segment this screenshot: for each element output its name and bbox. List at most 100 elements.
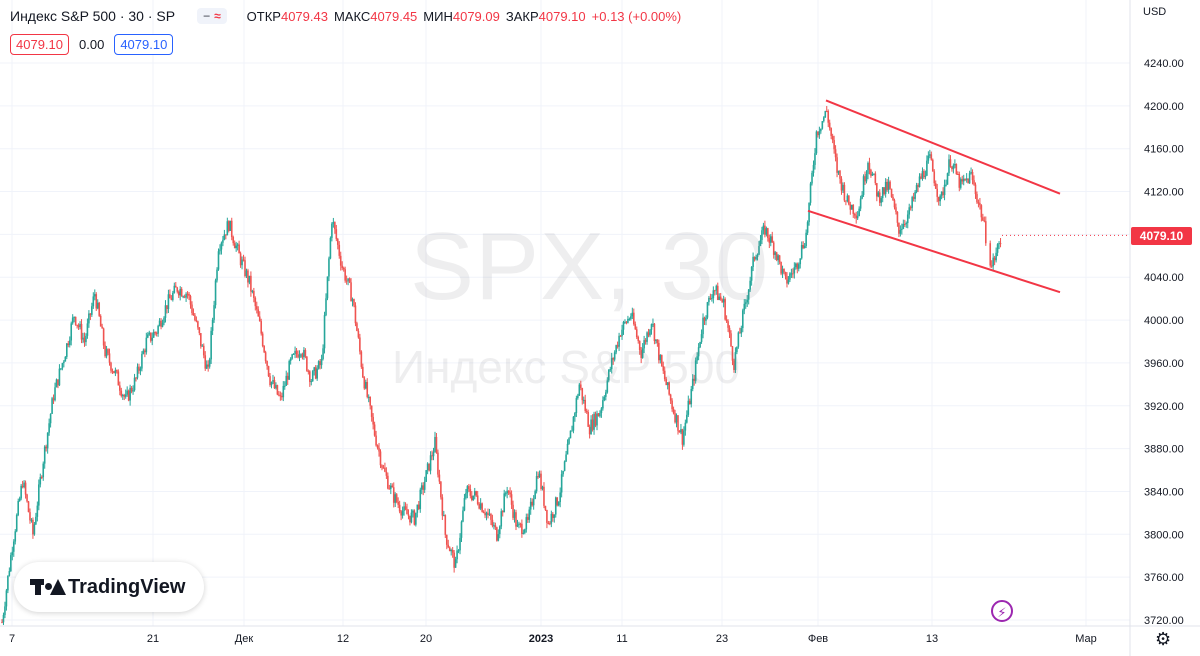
candle	[694, 357, 697, 384]
candle	[830, 127, 832, 140]
candle	[531, 498, 533, 507]
candle	[936, 183, 938, 203]
candle	[230, 217, 233, 241]
candle	[267, 365, 270, 378]
last-price-tag: 4079.10	[1131, 227, 1192, 245]
candle	[895, 203, 897, 215]
candle	[235, 241, 237, 252]
candle	[637, 335, 640, 344]
bid-box[interactable]: 4079.10	[10, 34, 69, 55]
candle	[777, 254, 779, 265]
candle	[954, 159, 956, 169]
watermark-symbol: SPX, 30	[410, 213, 770, 320]
candle	[974, 182, 977, 199]
candle	[952, 163, 955, 174]
candle	[294, 346, 296, 359]
candle	[496, 526, 498, 542]
candle	[825, 105, 828, 113]
candle	[364, 379, 367, 390]
candle	[873, 173, 875, 176]
candle	[584, 394, 587, 413]
tradingview-logo[interactable]: TradingView	[14, 562, 204, 612]
price-axis[interactable]: 3720.00 3760.00 3800.00 3840.00 3880.00 3920.…	[1129, 0, 1184, 656]
candle	[158, 318, 161, 327]
legend-toggle[interactable]: − ≈	[197, 8, 227, 24]
candle	[219, 244, 221, 255]
candle	[385, 467, 388, 479]
candle	[207, 360, 209, 372]
candle	[270, 381, 273, 389]
time-axis[interactable]: 7 21 Дек 12 20 2023 11 23 Фев 13 Мар	[0, 625, 1200, 645]
candle	[958, 171, 961, 192]
candle	[306, 356, 308, 372]
candle	[796, 262, 799, 274]
candle	[783, 268, 785, 275]
candle	[117, 369, 120, 386]
candle	[538, 470, 541, 478]
candle	[211, 317, 214, 336]
candle	[58, 364, 61, 387]
trendline[interactable]	[825, 99, 1061, 195]
candle	[360, 350, 363, 369]
candle	[49, 413, 52, 428]
candle	[525, 513, 528, 533]
candle	[780, 261, 782, 276]
ask-box[interactable]: 4079.10	[114, 34, 174, 55]
candle	[295, 347, 298, 358]
candle	[693, 374, 695, 386]
candle	[222, 235, 224, 247]
lightning-icon[interactable]: ⚡	[991, 600, 1013, 622]
candle	[381, 464, 383, 471]
candle	[744, 299, 747, 309]
candle	[183, 294, 186, 299]
candle	[923, 169, 925, 179]
candle	[821, 121, 824, 130]
candle	[468, 483, 470, 492]
candle	[320, 354, 323, 369]
candle	[998, 241, 1000, 250]
candle	[157, 324, 159, 337]
candle	[646, 331, 648, 345]
gear-icon[interactable]: ⚙	[1155, 629, 1172, 649]
candle	[512, 500, 514, 521]
candle	[149, 332, 152, 343]
candle	[351, 297, 354, 307]
candle	[121, 393, 124, 400]
candle	[750, 266, 753, 286]
candle	[849, 201, 852, 215]
currency-selector[interactable]: USD	[1143, 6, 1167, 18]
trendlines[interactable]	[807, 99, 1130, 294]
candle	[554, 496, 557, 518]
candle	[435, 432, 438, 454]
legend-header: Индекс S&P 500 · 30 · SP − ≈ ОТКР 4079.43 …	[10, 8, 687, 24]
candle	[437, 449, 439, 478]
candle	[443, 510, 445, 517]
candle	[232, 235, 235, 246]
candle	[85, 333, 87, 346]
trendline[interactable]	[807, 209, 1061, 294]
candle	[32, 517, 34, 539]
candle	[856, 211, 859, 221]
candle	[445, 534, 448, 550]
candle	[537, 471, 539, 479]
candle	[488, 508, 491, 516]
candle	[808, 202, 810, 226]
candle	[451, 546, 454, 558]
candle	[709, 293, 712, 301]
candles	[1, 105, 1002, 625]
candle	[390, 482, 392, 495]
candle	[192, 308, 195, 316]
candle	[454, 556, 457, 568]
candle	[858, 206, 860, 217]
candle	[889, 180, 891, 190]
candle	[718, 293, 721, 301]
candle	[104, 341, 106, 358]
symbol-title[interactable]: Индекс S&P 500 · 30 · SP	[10, 8, 176, 24]
candle	[93, 289, 96, 301]
candle	[740, 325, 743, 338]
candle	[266, 360, 268, 370]
candle	[996, 243, 999, 257]
candle	[959, 177, 962, 190]
candle	[915, 182, 918, 194]
